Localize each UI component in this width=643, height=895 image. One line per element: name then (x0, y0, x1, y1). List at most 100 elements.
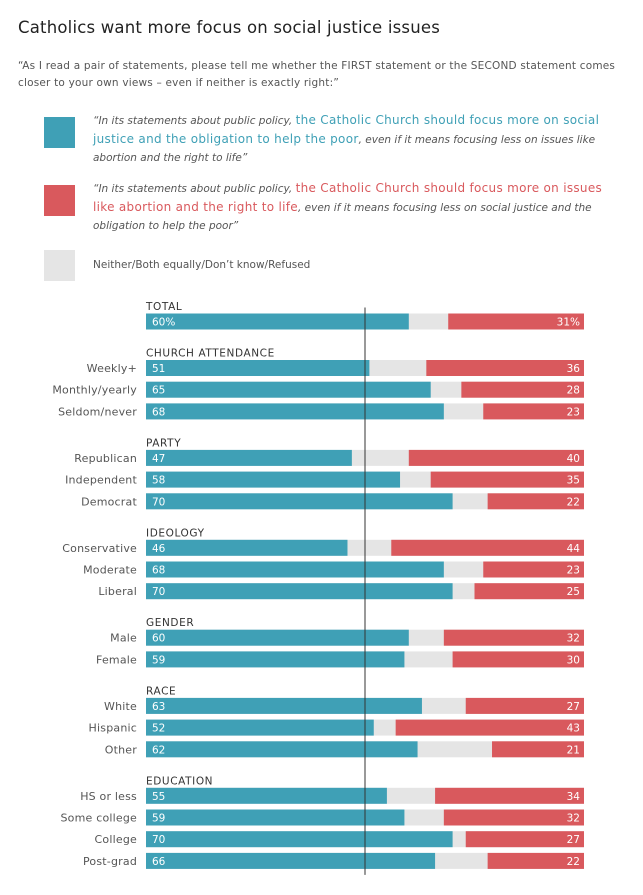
value-label-abortion: 22 (567, 496, 580, 508)
value-label-social-justice: 46 (152, 543, 166, 555)
bar-abortion (465, 697, 584, 714)
value-label-social-justice: 59 (152, 654, 165, 666)
group-heading: CHURCH ATTENDANCE (146, 348, 275, 360)
value-label-abortion: 28 (567, 385, 580, 397)
group-heading: IDEOLOGY (146, 527, 205, 539)
row-label: Democrat (81, 495, 137, 508)
value-label-abortion: 30 (567, 654, 580, 666)
value-label-social-justice: 47 (152, 453, 165, 465)
bar-social-justice (146, 493, 453, 510)
bar-social-justice (146, 629, 409, 646)
value-label-social-justice: 58 (152, 475, 165, 487)
row-label: Republican (74, 452, 137, 465)
bar-abortion (395, 719, 584, 736)
survey-question: “As I read a pair of statements, please … (18, 60, 616, 89)
row-label: College (95, 833, 137, 846)
value-label-abortion: 25 (567, 586, 580, 598)
bar-abortion (443, 809, 584, 826)
value-label-social-justice: 59 (152, 813, 165, 825)
value-label-abortion: 21 (567, 744, 580, 756)
bar-abortion (426, 360, 584, 376)
legend-highlight-abortion: the Catholic Church should focus more on… (93, 181, 603, 214)
bar-social-justice (146, 697, 422, 714)
group-heading: PARTY (146, 437, 181, 449)
row-label: HS or less (80, 790, 137, 803)
row-label: Liberal (98, 585, 137, 598)
bar-abortion (465, 831, 584, 848)
value-label-social-justice: 60 (152, 633, 165, 645)
value-label-abortion: 23 (567, 565, 580, 577)
bar-social-justice (146, 539, 348, 556)
row-label: Hispanic (89, 722, 137, 735)
value-label-abortion: 27 (567, 701, 580, 713)
bar-social-justice (146, 381, 431, 398)
legend-text-social-justice: “In its statements about public policy, … (93, 111, 608, 167)
legend-prefix: “In its statements about public policy, (93, 115, 296, 127)
bar-abortion (452, 651, 584, 668)
bar-abortion (487, 852, 584, 869)
value-label-social-justice: 55 (152, 791, 165, 803)
value-label-abortion: 36 (567, 363, 581, 375)
legend-text-abortion: “In its statements about public policy, … (93, 179, 608, 235)
row-label: Female (96, 653, 137, 666)
value-label-social-justice: 70 (152, 834, 165, 846)
bar-social-justice (146, 403, 444, 420)
bar-social-justice (146, 449, 352, 466)
bar-abortion (474, 583, 584, 600)
value-label-abortion: 22 (567, 856, 580, 868)
group-heading: TOTAL (145, 301, 182, 313)
value-label-abortion: 34 (567, 791, 581, 803)
bar-abortion (391, 539, 584, 556)
value-label-social-justice: 66 (152, 856, 166, 868)
row-label: Male (110, 632, 137, 645)
chart-title: Catholics want more focus on social just… (18, 18, 441, 37)
bar-social-justice (146, 583, 453, 600)
row-label: Moderate (83, 564, 137, 577)
value-label-abortion: 35 (567, 475, 580, 487)
bar-abortion (448, 313, 584, 330)
legend-swatch-neither (44, 250, 75, 281)
row-label: Monthly/yearly (52, 384, 137, 397)
bar-abortion (443, 629, 584, 646)
row-label: Independent (65, 474, 137, 487)
legend-suffix: , even if it means focusing less on issu… (93, 134, 596, 164)
value-label-social-justice: 65 (152, 385, 165, 397)
legend-text-neither: Neither/Both equally/Don’t know/Refused (93, 259, 311, 271)
value-label-social-justice: 68 (152, 565, 165, 577)
legend-suffix: , even if it means focusing less on soci… (93, 202, 592, 232)
value-label-abortion: 23 (567, 406, 580, 418)
bar-social-justice (146, 471, 401, 488)
bar-abortion (483, 403, 584, 420)
bar-abortion (487, 493, 584, 510)
row-label: Seldom/never (58, 405, 137, 418)
value-label-abortion: 32 (567, 813, 580, 825)
bar-abortion (492, 741, 584, 758)
value-label-abortion: 40 (567, 453, 580, 465)
bar-social-justice (146, 741, 418, 758)
group-heading: GENDER (146, 617, 194, 629)
legend-prefix: “In its statements about public policy, (93, 183, 296, 195)
bar-social-justice (146, 651, 405, 668)
bar-abortion (483, 561, 584, 578)
value-label-social-justice: 63 (152, 701, 165, 713)
row-label: Post-grad (83, 855, 137, 868)
value-label-abortion: 31% (557, 317, 580, 329)
value-label-abortion: 27 (567, 834, 580, 846)
bar-abortion (430, 471, 584, 488)
bar-social-justice (146, 787, 387, 804)
bar-abortion (408, 449, 584, 466)
row-label: White (104, 700, 137, 713)
bar-social-justice (146, 719, 374, 736)
value-label-social-justice: 62 (152, 744, 165, 756)
value-label-social-justice: 60% (152, 317, 175, 329)
row-label: Other (105, 743, 138, 756)
value-label-abortion: 44 (567, 543, 581, 555)
group-heading: RACE (146, 685, 176, 697)
value-label-social-justice: 52 (152, 723, 165, 735)
bar-abortion (435, 787, 584, 804)
row-label: Some college (61, 812, 138, 825)
value-label-social-justice: 68 (152, 406, 165, 418)
legend-highlight-social-justice: the Catholic Church should focus more on… (93, 113, 600, 146)
legend-swatch-abortion (44, 185, 75, 216)
